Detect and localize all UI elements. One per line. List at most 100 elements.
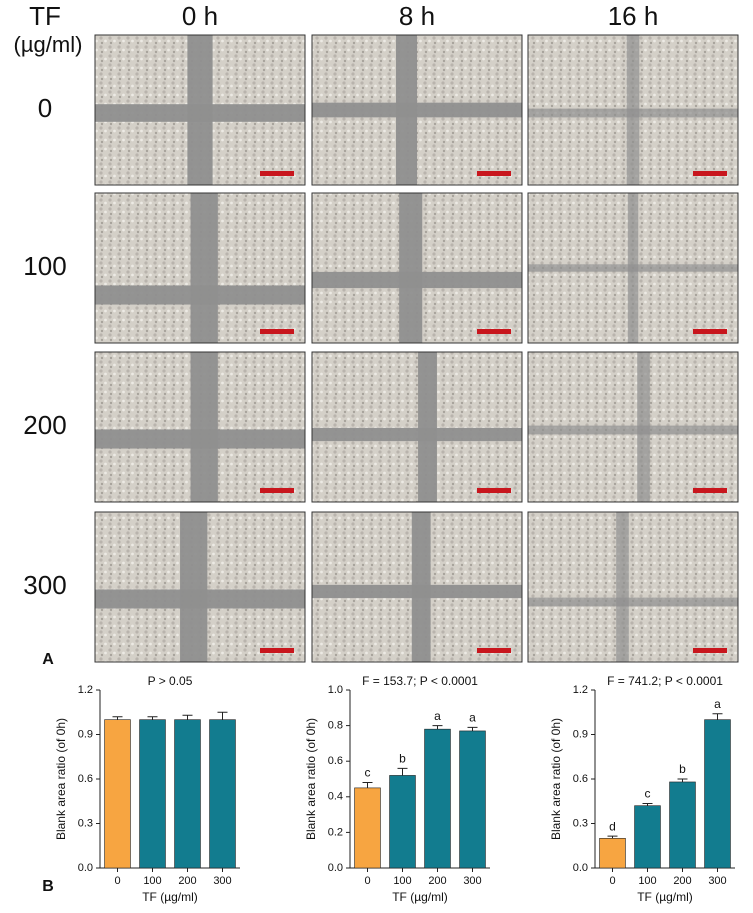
error-bar [607,835,618,839]
bar [599,838,626,869]
error-bar [467,726,478,731]
x-tick-label: 200 [428,875,446,887]
scratch [312,427,522,442]
scratch [95,429,305,449]
x-tick-label: 100 [638,875,656,887]
x-tick-label: 300 [463,875,481,887]
error-bar [217,711,228,720]
x-axis-label: TF (µg/ml) [142,890,198,904]
scratch [528,597,738,607]
bar [459,730,486,869]
x-tick-label: 100 [143,875,161,887]
error-bar [712,713,723,720]
bar [669,781,696,869]
y-tick-label: 0.4 [328,791,343,803]
row-label: 300 [23,570,66,600]
scratch [528,264,738,272]
bar [209,719,236,869]
significance-label: c [365,766,371,780]
significance-label: c [645,787,651,801]
y-tick-label: 0.9 [78,728,93,740]
scratch [95,104,305,122]
y-tick-label: 0.8 [328,720,343,732]
bar [704,719,731,869]
row-label: 0 [38,93,52,123]
error-bar [362,782,373,788]
y-tick-label: 1.0 [328,684,343,696]
y-tick-label: 0.6 [328,755,343,767]
scratch [95,589,305,609]
bar [634,805,661,869]
scratch [190,352,218,502]
scale-bar [693,329,727,334]
annotation: P > 0.05 [148,674,193,688]
x-tick-label: 0 [364,875,370,887]
error-bar [677,778,688,782]
annotation: F = 153.7; P < 0.0001 [362,674,478,688]
bar [104,719,131,869]
scratch [312,102,522,118]
scale-bar [477,648,511,653]
x-tick-label: 0 [609,875,615,887]
scale-bar [477,488,511,493]
column-label: 8 h [399,1,435,31]
significance-label: a [434,709,441,723]
y-tick-label: 0.3 [573,817,588,829]
panel-label: A [42,651,54,668]
error-bar [182,714,193,720]
scratch [399,193,423,343]
y-tick-label: 0.3 [78,817,93,829]
row-label: 200 [23,410,66,440]
x-tick-label: 300 [708,875,726,887]
x-axis-label: TF (µg/ml) [637,890,693,904]
panel-label: B [42,878,54,895]
error-bar [147,716,158,720]
scratch [616,512,629,662]
scale-bar [260,648,294,653]
scratch [418,352,437,502]
significance-label: a [714,697,721,711]
scale-bar [693,171,727,176]
row-header: TF [29,1,61,31]
micrograph [311,351,523,503]
scale-bar [693,648,727,653]
scratch [528,425,738,435]
significance-label: a [469,711,476,725]
y-tick-label: 0.6 [78,773,93,785]
row-header: (µg/ml) [14,32,83,57]
x-tick-label: 300 [213,875,231,887]
bar [424,728,451,869]
scale-bar [477,171,511,176]
micrograph [527,511,739,663]
scale-bar [260,171,294,176]
y-tick-label: 0.0 [573,862,588,874]
y-tick-label: 0.0 [328,862,343,874]
y-tick-label: 1.2 [573,684,588,696]
significance-label: b [679,762,686,776]
significance-label: b [399,751,406,765]
bar [354,787,381,869]
bar [139,719,166,869]
scratch [180,512,208,662]
row-label: 100 [23,251,66,281]
column-label: 0 h [182,1,218,31]
x-tick-label: 100 [393,875,411,887]
error-bar [397,767,408,776]
error-bar [432,725,443,730]
scale-bar [693,488,727,493]
error-bar [642,802,653,806]
scratch [95,285,305,305]
x-axis-label: TF (µg/ml) [392,890,448,904]
significance-label: d [609,819,616,833]
y-tick-label: 0.9 [573,728,588,740]
x-tick-label: 200 [673,875,691,887]
bar [389,775,416,869]
error-bar [112,716,123,720]
y-axis-label: Blank area ratio (of 0h) [304,718,318,840]
scale-bar [477,329,511,334]
scale-bar [260,488,294,493]
x-tick-label: 0 [114,875,120,887]
y-axis-label: Blank area ratio (of 0h) [54,718,68,840]
scratch [312,271,522,289]
